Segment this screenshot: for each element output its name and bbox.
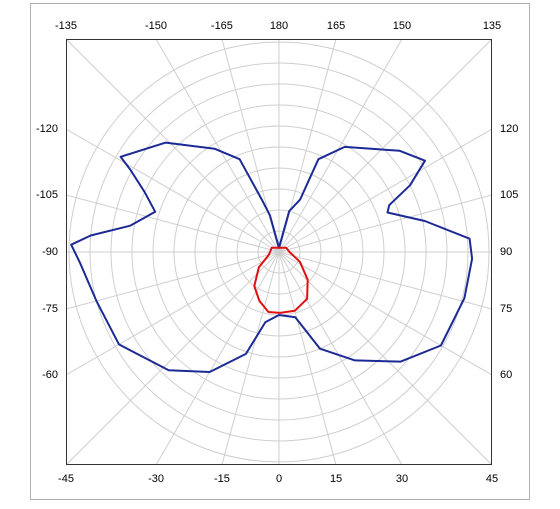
angle-label: 120 [500, 123, 518, 135]
angle-label: 30 [396, 473, 408, 485]
angle-label: 180 [270, 20, 288, 32]
grid-spoke [278, 251, 403, 465]
pattern-line [253, 246, 309, 314]
grid-spoke [278, 39, 403, 253]
pattern-line [70, 141, 474, 373]
grid-spoke [66, 128, 280, 253]
grid-spoke [155, 39, 280, 253]
grid-spoke [66, 39, 280, 253]
grid-spoke [221, 251, 280, 465]
angle-label: 90 [500, 246, 512, 258]
angle-label: 105 [500, 189, 518, 201]
angle-label: -15 [214, 473, 230, 485]
grid [66, 39, 492, 465]
plot-frame [66, 39, 492, 465]
grid-spoke [278, 194, 492, 253]
angle-label: 60 [500, 369, 512, 381]
grid-spoke [278, 39, 492, 253]
angle-label: -150 [145, 20, 167, 32]
angle-label: -105 [36, 189, 58, 201]
angle-labels: -165-150-135-120-105-90-75-60-45 -30 -15 0 1… [36, 20, 518, 485]
angle-label: 135 [483, 20, 501, 32]
grid-spoke [66, 251, 280, 310]
angle-label: -165 [211, 20, 233, 32]
grid-spoke [278, 251, 337, 465]
grid-spoke [66, 251, 280, 465]
angle-label: 45 [486, 473, 498, 485]
angle-label: 15 [330, 473, 342, 485]
grid-spoke [278, 251, 492, 376]
grid-spoke [278, 251, 492, 465]
grid-spoke [278, 128, 492, 253]
angle-label: 75 [500, 303, 512, 315]
angle-label: -135 [55, 20, 77, 32]
plot-area [70, 141, 474, 373]
angle-label: -30 [148, 473, 164, 485]
angle-label: 150 [393, 20, 411, 32]
angle-label: -45 [58, 473, 74, 485]
grid-spoke [278, 251, 492, 310]
angle-label: 0 [276, 473, 282, 485]
grid-spoke [66, 251, 280, 376]
grid-spoke [155, 251, 280, 465]
angle-label: 165 [327, 20, 345, 32]
angle-label: -90 [42, 246, 58, 258]
angle-label: -120 [36, 123, 58, 135]
angle-label: -75 [42, 303, 58, 315]
angle-label: -60 [42, 369, 58, 381]
grid-spoke [66, 194, 280, 253]
